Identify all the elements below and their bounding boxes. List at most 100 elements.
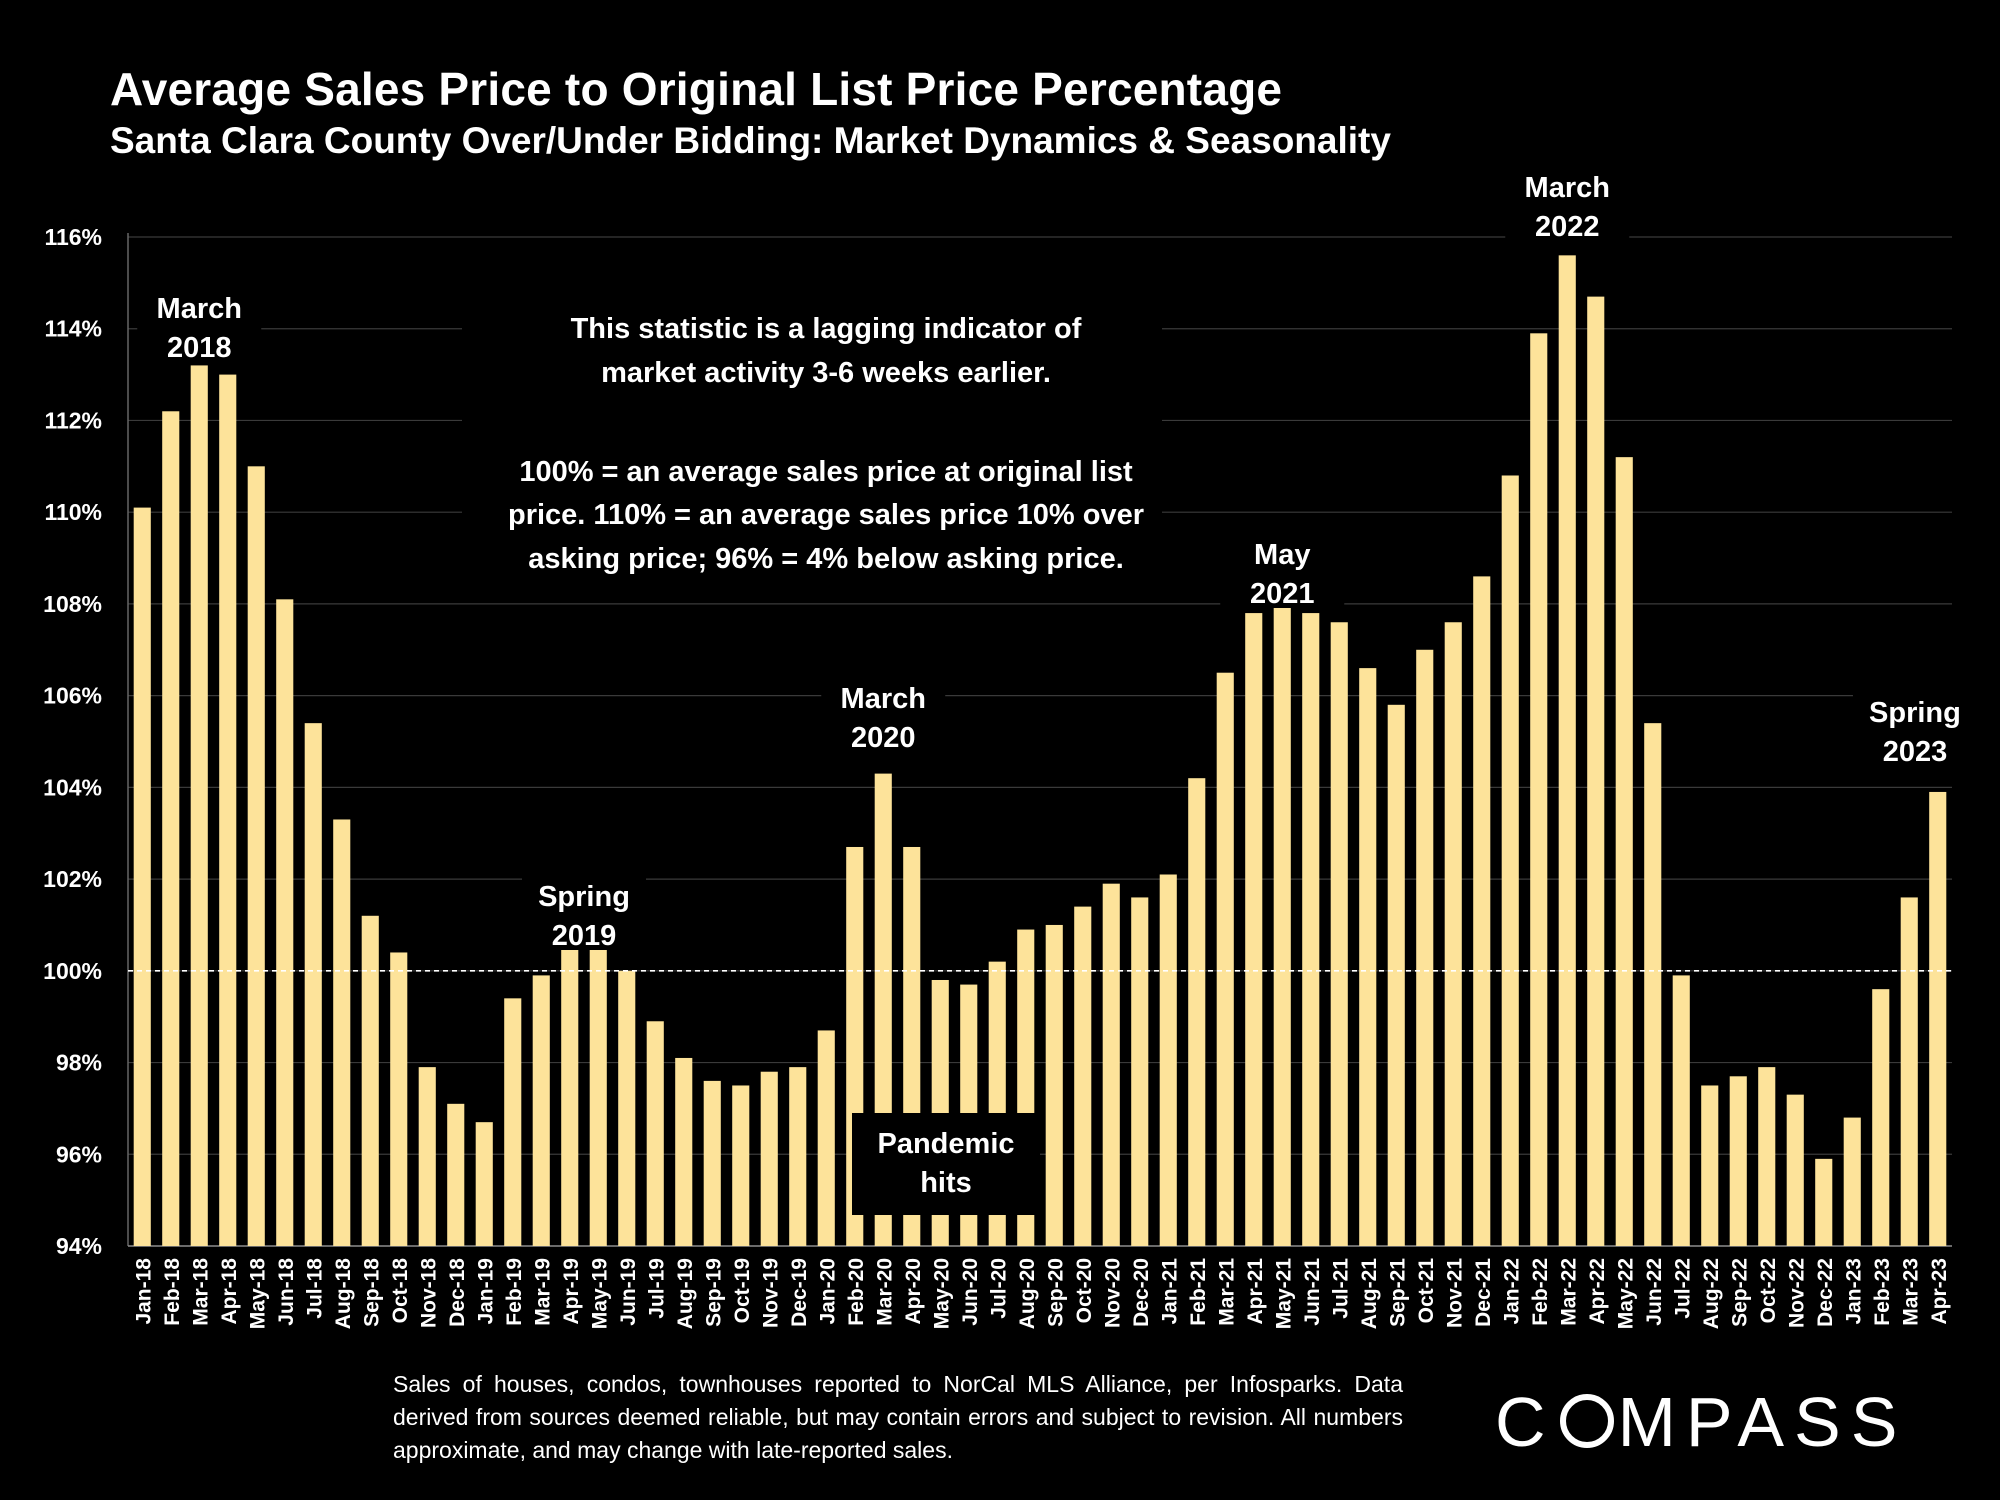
chart-title: Average Sales Price to Original List Pri… — [110, 63, 1283, 115]
bar — [1872, 989, 1890, 1246]
bar — [133, 507, 151, 1246]
peak-annotation: 2019 — [552, 920, 617, 952]
x-tick-label: Mar-21 — [1215, 1258, 1238, 1326]
annotation-bg — [137, 280, 262, 362]
bar — [646, 1021, 664, 1246]
peak-annotation: Spring — [538, 881, 630, 913]
x-tick-label: Aug-19 — [674, 1258, 697, 1329]
pandemic-label: hits — [920, 1167, 972, 1199]
x-tick-label: Mar-18 — [189, 1258, 212, 1326]
annotation-bg — [522, 868, 646, 950]
bar — [1416, 649, 1434, 1246]
bar — [1188, 778, 1206, 1246]
bar — [1359, 668, 1377, 1246]
x-tick-label: Oct-22 — [1757, 1258, 1780, 1323]
x-tick-label: Jul-18 — [303, 1258, 326, 1319]
x-tick-label: Aug-22 — [1700, 1258, 1723, 1329]
x-tick-label: Jun-18 — [275, 1258, 298, 1326]
annotation-bg — [1505, 159, 1630, 241]
x-tick-label: Nov-18 — [417, 1258, 440, 1328]
bar — [1131, 897, 1149, 1246]
x-tick-label: Jan-18 — [132, 1258, 155, 1325]
x-tick-label: Sep-18 — [360, 1258, 383, 1327]
annotation-bg — [1852, 684, 1977, 766]
bar — [1587, 296, 1605, 1246]
x-tick-label: Jan-20 — [816, 1258, 839, 1325]
x-tick-label: Apr-21 — [1244, 1258, 1267, 1325]
x-tick-label: Jan-19 — [474, 1258, 497, 1325]
bar — [418, 1067, 436, 1246]
y-tick-label: 114% — [44, 316, 102, 342]
x-tick-label: Jul-19 — [645, 1258, 668, 1319]
x-tick-label: Dec-20 — [1130, 1258, 1153, 1327]
x-tick-label: Apr-18 — [218, 1258, 241, 1325]
peak-annotation: March — [157, 293, 242, 325]
bar — [1302, 613, 1320, 1246]
bar — [675, 1057, 693, 1246]
x-tick-label: Nov-19 — [759, 1258, 782, 1328]
x-tick-label: Apr-19 — [560, 1258, 583, 1325]
x-tick-label: Oct-20 — [1073, 1258, 1096, 1323]
bar — [475, 1122, 493, 1246]
x-tick-label: Jul-22 — [1671, 1258, 1694, 1319]
bar — [732, 1085, 750, 1246]
peak-annotation: 2020 — [851, 722, 916, 754]
y-tick-label: 96% — [56, 1141, 102, 1167]
annotation-bg — [821, 670, 946, 752]
x-tick-label: Nov-22 — [1785, 1258, 1808, 1328]
bar — [361, 915, 379, 1246]
bar — [1729, 1076, 1747, 1246]
bar — [532, 975, 550, 1246]
x-tick-label: Jun-22 — [1643, 1258, 1666, 1326]
peak-annotation: March — [841, 683, 926, 715]
bar — [618, 970, 636, 1246]
compass-logo: C MPASS — [1495, 1382, 1907, 1462]
bar — [1330, 622, 1348, 1246]
x-tick-label: Apr-20 — [902, 1258, 925, 1325]
bar — [447, 1103, 465, 1246]
bar — [1900, 897, 1918, 1246]
note-bg — [462, 298, 1162, 586]
logo-circle-icon — [1559, 1394, 1614, 1448]
bar — [1245, 613, 1263, 1246]
x-tick-label: Jun-20 — [959, 1258, 982, 1326]
bar — [304, 723, 322, 1246]
annotation-bg — [1220, 526, 1345, 608]
bar — [789, 1067, 807, 1246]
x-tick-label: Mar-19 — [531, 1258, 554, 1326]
peak-annotation: 2022 — [1535, 211, 1600, 243]
bar — [760, 1071, 778, 1246]
bar — [1501, 475, 1519, 1246]
source-footnote: Sales of houses, condos, townhouses repo… — [393, 1371, 1403, 1463]
y-tick-label: 100% — [43, 958, 102, 984]
bar — [1387, 704, 1405, 1246]
bar — [390, 952, 408, 1246]
bar — [817, 1030, 835, 1246]
x-tick-label: Nov-20 — [1101, 1258, 1124, 1328]
peak-annotation: 2023 — [1883, 736, 1948, 768]
peak-annotation: 2018 — [167, 332, 232, 364]
x-tick-label: Mar-20 — [873, 1258, 896, 1326]
bar — [1444, 622, 1462, 1246]
x-tick-label: Jun-21 — [1301, 1258, 1324, 1326]
y-tick-label: 104% — [43, 774, 102, 800]
logo-text-c: C — [1495, 1383, 1556, 1461]
x-tick-label: Feb-20 — [845, 1258, 868, 1326]
bar — [219, 374, 237, 1246]
peak-annotation: March — [1525, 172, 1610, 204]
bar — [1672, 975, 1690, 1246]
bar — [1558, 255, 1576, 1246]
x-tick-label: Apr-22 — [1586, 1258, 1609, 1325]
x-tick-label: Nov-21 — [1443, 1258, 1466, 1328]
bar — [1786, 1094, 1804, 1246]
x-tick-label: Jan-22 — [1500, 1258, 1523, 1325]
x-tick-label: Oct-19 — [731, 1258, 754, 1323]
bar — [276, 599, 294, 1246]
pandemic-box — [852, 1113, 1040, 1215]
x-tick-label: Feb-18 — [161, 1258, 184, 1326]
explanatory-note: market activity 3-6 weeks earlier. — [601, 357, 1051, 389]
x-tick-label: May-22 — [1614, 1258, 1637, 1329]
pandemic-label: Pandemic — [878, 1128, 1015, 1160]
y-tick-label: 112% — [44, 407, 102, 433]
